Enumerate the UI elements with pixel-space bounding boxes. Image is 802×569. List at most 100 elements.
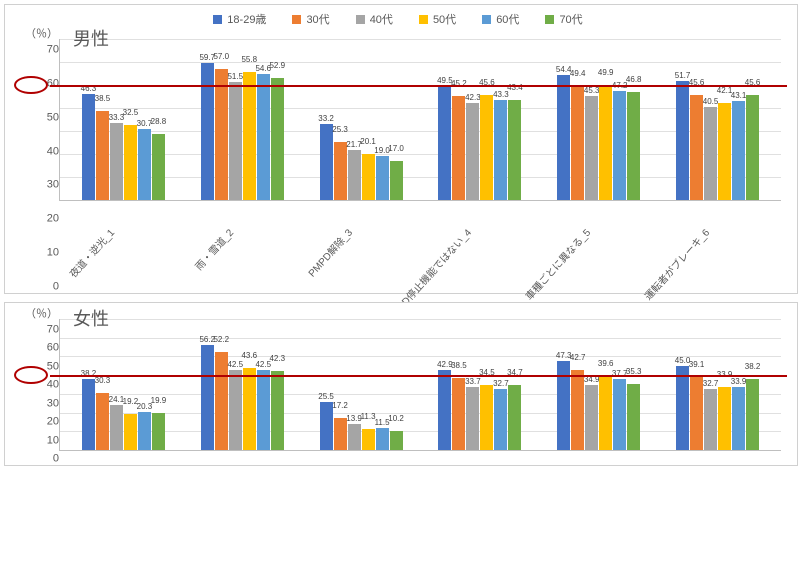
- legend-label: 18-29歳: [227, 11, 266, 27]
- bar: 42.1: [718, 103, 731, 200]
- bar: 33.2: [320, 124, 333, 200]
- bar-value-label: 57.0: [213, 53, 229, 69]
- bar: 45.6: [746, 95, 759, 200]
- bar-value-label: 49.4: [570, 70, 586, 86]
- legend-item-5: 70代: [545, 11, 582, 27]
- bar-value-label: 51.5: [227, 73, 243, 82]
- y-tick: 0: [29, 453, 59, 464]
- legend-label: 70代: [559, 11, 582, 27]
- bar: 20.3: [138, 412, 151, 450]
- x-axis: 夜道・逆光_1雨・雪道_2PMPD解除_3PMPD停止機能ではない_4車種ごとに…: [59, 201, 781, 287]
- bar: 25.5: [320, 402, 333, 450]
- chart-panel-1: （％）706050403020100女性38.230.324.119.220.3…: [4, 302, 798, 466]
- bar: 42.3: [271, 371, 284, 450]
- reference-circle: [14, 76, 48, 94]
- bar: 45.3: [585, 96, 598, 200]
- x-tick: 車種ごとに異なる_5: [539, 201, 658, 287]
- bar-value-label: 45.6: [745, 79, 761, 95]
- reference-line: [50, 375, 787, 377]
- bar: 43.6: [243, 368, 256, 450]
- bar: 43.1: [732, 101, 745, 200]
- bar: 33.9: [732, 387, 745, 450]
- bar: 42.5: [229, 370, 242, 450]
- bar: 42.7: [571, 370, 584, 450]
- y-tick: 60: [29, 343, 59, 354]
- bar: 19.2: [124, 414, 137, 450]
- bar-group: 42.938.533.734.532.734.7: [420, 319, 539, 450]
- chart-title: 女性: [73, 305, 109, 331]
- bar-value-label: 33.2: [318, 115, 334, 124]
- legend-item-0: 18-29歳: [213, 11, 266, 27]
- bar: 49.9: [599, 85, 612, 200]
- x-tick: 車種ごとに異なる_5: [539, 451, 658, 459]
- bar: 40.5: [704, 107, 717, 200]
- bar: 57.0: [215, 69, 228, 200]
- bar: 19.9: [152, 413, 165, 450]
- bar-value-label: 28.8: [151, 118, 167, 134]
- legend-swatch: [482, 15, 491, 24]
- x-tick: 運転者がブレーキ_6: [658, 201, 777, 287]
- bar: 46.3: [82, 94, 95, 200]
- legend-label: 50代: [433, 11, 456, 27]
- bar: 37.7: [613, 379, 626, 450]
- bar: 54.6: [257, 74, 270, 200]
- legend-label: 60代: [496, 11, 519, 27]
- bar: 13.9: [348, 424, 361, 450]
- bar-group: 25.517.213.911.311.510.2: [302, 319, 421, 450]
- bar: 35.3: [627, 384, 640, 450]
- legend-swatch: [419, 15, 428, 24]
- bar: 45.0: [676, 366, 689, 450]
- bar-value-label: 42.3: [269, 355, 285, 371]
- bar-value-label: 13.9: [346, 415, 362, 424]
- x-tick: 運転者がブレーキ_6: [658, 451, 777, 459]
- legend-label: 30代: [306, 11, 329, 27]
- bar-group: 59.757.051.555.854.652.9: [183, 39, 302, 200]
- legend-item-1: 30代: [292, 11, 329, 27]
- bar: 32.7: [494, 389, 507, 450]
- legend-label: 40代: [370, 11, 393, 27]
- bar: 45.6: [480, 95, 493, 200]
- bar: 32.7: [704, 389, 717, 450]
- legend-item-2: 40代: [356, 11, 393, 27]
- bar-group: 33.225.321.720.119.017.0: [302, 39, 421, 200]
- legend-swatch: [292, 15, 301, 24]
- bar-value-label: 19.9: [151, 397, 167, 413]
- bar-value-label: 33.9: [731, 378, 747, 387]
- x-tick: PMPD停止機能ではない_4: [420, 451, 539, 459]
- bar: 38.5: [96, 111, 109, 200]
- bar: 38.2: [82, 379, 95, 450]
- bar: 30.3: [96, 393, 109, 450]
- bar: 17.0: [390, 161, 403, 200]
- bar: 45.2: [452, 96, 465, 200]
- bar-value-label: 52.2: [213, 336, 229, 352]
- y-axis: （％）706050403020100: [15, 309, 59, 459]
- bar: 33.3: [110, 123, 123, 200]
- bar: 51.5: [229, 82, 242, 200]
- bar-value-label: 11.3: [361, 413, 376, 429]
- bar: 52.2: [215, 352, 228, 450]
- bar-group: 56.252.242.543.642.542.3: [183, 319, 302, 450]
- x-tick: PMPD解除_3: [301, 451, 420, 459]
- bar-value-label: 38.5: [95, 95, 111, 111]
- bar-group: 46.338.533.332.530.728.8: [64, 39, 183, 200]
- bar: 34.5: [480, 385, 493, 450]
- bar-value-label: 10.2: [388, 415, 404, 431]
- x-tick: PMPD解除_3: [301, 201, 420, 287]
- bar: 49.5: [438, 86, 451, 200]
- y-tick: 20: [29, 417, 59, 428]
- y-tick: 10: [29, 248, 59, 259]
- bar: 20.1: [362, 154, 375, 200]
- plot-area: 46.338.533.332.530.728.859.757.051.555.8…: [59, 39, 781, 201]
- x-tick: PMPD停止機能ではない_4: [420, 201, 539, 287]
- y-tick: 70: [29, 325, 59, 336]
- bar: 17.2: [334, 418, 347, 450]
- y-tick: 50: [29, 112, 59, 123]
- bar: 34.9: [585, 385, 598, 450]
- bar-group: 38.230.324.119.220.319.9: [64, 319, 183, 450]
- bar: 39.6: [599, 376, 612, 450]
- chart-title: 男性: [73, 25, 109, 51]
- y-axis: （％）706050403020100: [15, 29, 59, 287]
- bar: 32.5: [124, 125, 137, 200]
- bar-value-label: 42.7: [570, 354, 586, 370]
- bar-value-label: 30.3: [95, 377, 111, 393]
